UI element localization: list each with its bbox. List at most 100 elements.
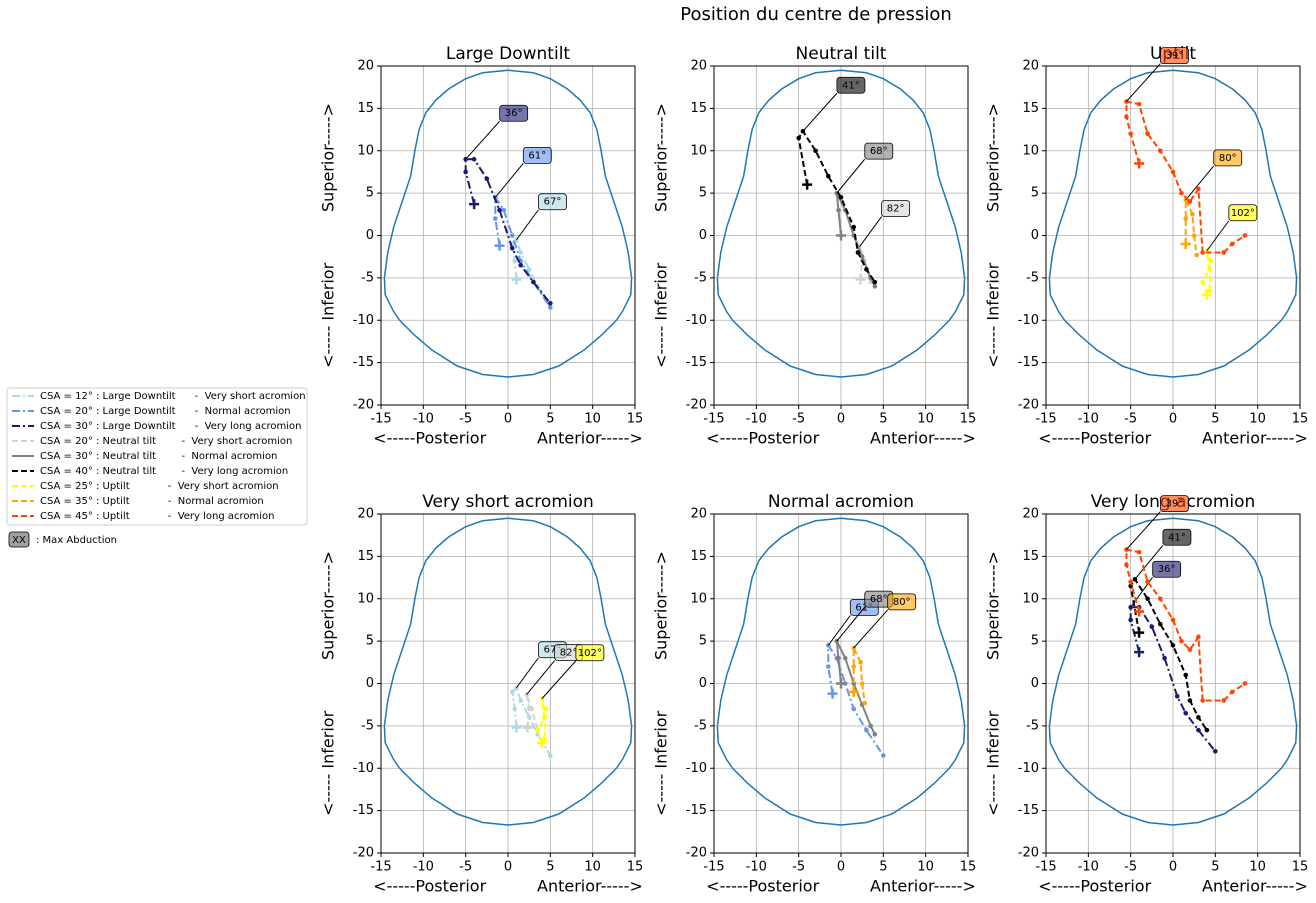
- point: [548, 753, 553, 758]
- y-tick-label: -10: [353, 313, 374, 328]
- x-tick-label: -5: [459, 412, 472, 427]
- point: [1213, 749, 1218, 754]
- trajectory: [852, 647, 866, 704]
- point: [1128, 579, 1133, 585]
- point: [509, 233, 515, 238]
- annotation-box: [1160, 47, 1189, 64]
- y-tick-label: -5: [1026, 270, 1039, 285]
- x-tick-label: -10: [746, 412, 767, 427]
- x-tick-label: 15: [960, 412, 977, 427]
- point: [542, 736, 547, 741]
- annotation-box: [864, 142, 894, 160]
- x-tick-label: 10: [584, 860, 601, 875]
- annotation-box: [836, 76, 866, 94]
- trajectory: [797, 129, 876, 283]
- x-axis-label: <-----Posterior Anterior----->: [1038, 877, 1308, 896]
- annotation-label: 39°: [1166, 51, 1184, 62]
- y-tick-label: -15: [686, 803, 707, 818]
- y-tick-label: -15: [1018, 803, 1039, 818]
- point: [1145, 579, 1150, 585]
- y-tick-label: 0: [1031, 228, 1039, 243]
- point: [872, 279, 878, 285]
- x-tick-label: -10: [413, 860, 434, 875]
- point: [826, 664, 831, 669]
- trajectory: [511, 237, 552, 309]
- x-tick-label: 0: [1169, 860, 1177, 875]
- x-tick-label: -15: [1035, 860, 1056, 875]
- point: [518, 262, 523, 268]
- point: [1200, 250, 1205, 255]
- x-tick-label: 5: [1211, 860, 1219, 875]
- annotation-label: 102°: [578, 648, 602, 659]
- x-tick-label: 5: [879, 412, 887, 427]
- y-tick-label: 0: [366, 228, 374, 243]
- y-tick-label: -10: [1018, 761, 1039, 776]
- point: [1179, 190, 1184, 196]
- annotation-arrow: [541, 660, 577, 700]
- annotation-label: 36°: [1158, 564, 1176, 575]
- annotation-box: [1152, 560, 1182, 578]
- point: [1170, 643, 1176, 648]
- start-marker: [511, 722, 522, 733]
- axes-frame: [1045, 513, 1301, 854]
- legend-frame: [6, 387, 308, 526]
- start-marker: [522, 722, 533, 733]
- trajectory: [511, 685, 552, 757]
- point: [838, 195, 844, 200]
- x-tick-label: 15: [1292, 860, 1309, 875]
- axes-frame: [713, 513, 969, 854]
- panel-title: Neutral tilt: [796, 44, 887, 64]
- annotation-label: 39°: [1166, 499, 1184, 510]
- annotation-label: 68°: [870, 594, 888, 605]
- axes-frame: [713, 65, 969, 406]
- y-tick-label: 5: [1031, 634, 1039, 649]
- panel: Normal acromion-15 -10 -5 0 5 10 15-20-15-10-5…: [652, 492, 977, 896]
- annotation-label: 82°: [560, 648, 578, 659]
- start-marker: [836, 678, 846, 689]
- start-marker: [836, 230, 846, 241]
- trajectory: [1201, 250, 1213, 296]
- start-marker: [1134, 158, 1145, 169]
- x-tick-label: -15: [1035, 412, 1056, 427]
- y-tick-label: 20: [357, 59, 374, 74]
- y-tick-label: -10: [353, 761, 374, 776]
- x-tick-label: -15: [370, 412, 391, 427]
- y-tick-label: -15: [1018, 355, 1039, 370]
- legend-label: CSA = 25° : Uptilt - Very short acromion: [40, 481, 279, 492]
- point: [1242, 233, 1248, 238]
- point: [1162, 655, 1167, 661]
- annotation-label: 61°: [528, 150, 546, 161]
- y-axis-label: <----- Inferior Superior----->: [319, 551, 338, 816]
- annotation-label: 67°: [544, 645, 562, 656]
- point: [1221, 698, 1227, 703]
- legend-label: CSA = 40° : Neutral tilt - Very long acr…: [40, 466, 288, 477]
- point: [864, 267, 869, 272]
- y-axis-label: <----- Inferior Superior----->: [984, 103, 1003, 368]
- legend-label: CSA = 12° : Large Downtilt - Very short …: [40, 391, 306, 402]
- point: [872, 732, 878, 737]
- y-tick-label: 10: [690, 591, 707, 606]
- y-tick-label: -20: [686, 846, 707, 861]
- point: [1170, 617, 1176, 623]
- y-tick-label: -20: [1018, 846, 1039, 861]
- point: [509, 689, 515, 695]
- point: [862, 700, 868, 706]
- glenoid-outline: [1048, 69, 1298, 378]
- point: [542, 715, 547, 720]
- point: [1196, 634, 1201, 640]
- y-tick-label: 5: [699, 634, 707, 649]
- point: [1128, 617, 1133, 623]
- start-marker: [1134, 647, 1145, 658]
- x-tick-label: 0: [837, 412, 845, 427]
- trajectory: [1129, 606, 1217, 752]
- annotation-label: 41°: [842, 80, 860, 91]
- y-tick-label: -20: [686, 398, 707, 413]
- point: [851, 664, 856, 669]
- start-marker: [827, 688, 838, 699]
- point: [1128, 131, 1133, 137]
- point: [1183, 216, 1188, 221]
- annotation-label: 68°: [870, 146, 888, 157]
- annotation-box: [1228, 204, 1258, 222]
- x-tick-label: -15: [703, 412, 724, 427]
- point: [1229, 689, 1235, 695]
